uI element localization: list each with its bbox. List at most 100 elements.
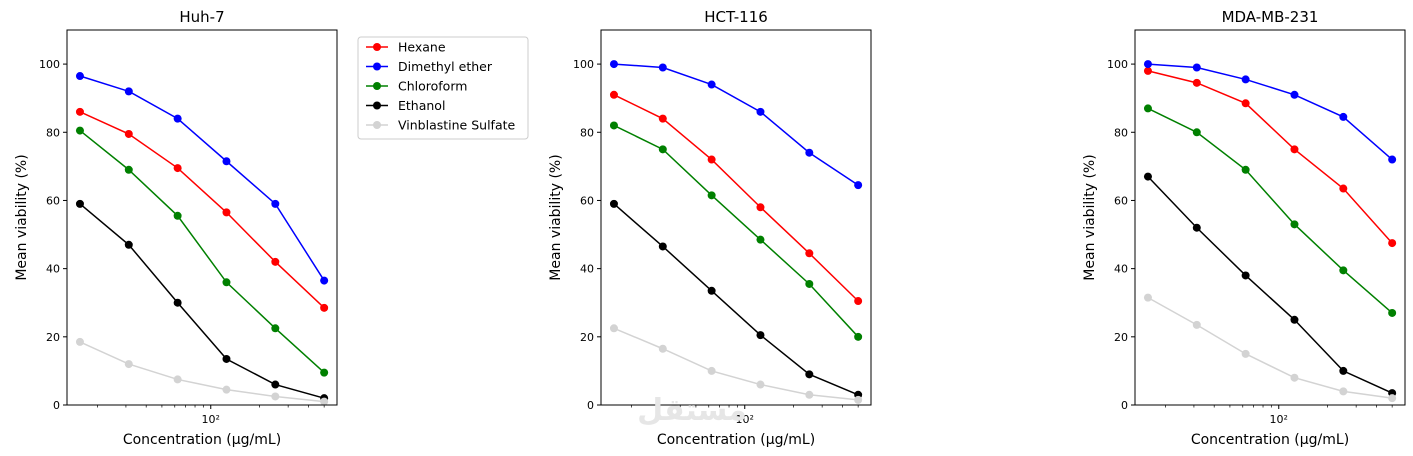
data-point (1290, 220, 1299, 229)
data-point (854, 332, 863, 341)
data-point (1388, 239, 1397, 248)
legend-entry: Dimethyl ether (366, 59, 493, 74)
panel-title: MDA-MB-231 (1222, 8, 1319, 26)
series-line (1147, 176, 1393, 394)
series-ethanol (75, 199, 329, 403)
panel-1: 0 20 40 60 80 100 10² HCT-116 Concentration (µg/… (548, 8, 872, 448)
data-point (124, 240, 133, 249)
data-point (609, 199, 618, 208)
legend-swatch-marker (373, 62, 381, 71)
data-point (1388, 394, 1397, 403)
data-point (805, 148, 814, 157)
data-point (707, 155, 716, 164)
y-tick-label: 60 (46, 194, 60, 207)
data-point (1143, 172, 1152, 181)
data-point (1241, 271, 1250, 280)
watermark-text: مستقل (637, 393, 747, 428)
data-point (1339, 184, 1348, 193)
x-tick-label: 10² (736, 413, 754, 426)
y-tick-label: 0 (587, 399, 594, 412)
data-point (756, 203, 765, 212)
y-tick-label: 20 (46, 331, 60, 344)
data-point (609, 121, 618, 130)
x-tick-label: 10² (202, 413, 220, 426)
series-chloroform (609, 121, 863, 341)
data-point (1192, 128, 1201, 137)
legend: Hexane Dimethyl ether Chloroform Ethanol Vin… (357, 36, 529, 140)
y-tick-label: 60 (1114, 194, 1128, 207)
data-point (271, 380, 280, 389)
data-point (124, 165, 133, 174)
data-point (1192, 223, 1201, 232)
legend-swatch-marker (373, 101, 381, 110)
y-tick-label: 40 (46, 263, 60, 276)
data-point (271, 257, 280, 266)
data-point (1192, 320, 1201, 329)
data-point (271, 199, 280, 208)
series-hexane (1143, 66, 1397, 248)
data-point (320, 397, 329, 406)
data-point (75, 107, 84, 116)
series-line (613, 63, 859, 186)
panel-0: 0 20 40 60 80 100 10² Huh-7 Concentration (µg/mL… (14, 8, 338, 448)
series-line (613, 203, 859, 396)
series-dimethyl-ether (609, 60, 863, 190)
data-point (658, 344, 667, 353)
data-point (222, 354, 231, 363)
y-axis-label: Mean viability (%) (1082, 154, 1098, 280)
series-vinblastine-sulfate (1143, 293, 1397, 403)
data-point (173, 298, 182, 307)
data-point (222, 208, 231, 217)
series-line (79, 111, 325, 309)
x-axis-label: Concentration (µg/mL) (1191, 432, 1349, 448)
legend-entry: Chloroform (366, 79, 467, 94)
y-tick-label: 80 (580, 126, 594, 139)
data-point (173, 375, 182, 384)
data-point (124, 87, 133, 96)
data-point (1192, 78, 1201, 87)
data-point (805, 249, 814, 258)
data-point (75, 72, 84, 81)
axes-frame (600, 29, 872, 406)
legend-entry: Ethanol (366, 98, 445, 113)
data-point (854, 395, 863, 404)
x-axis-label: Concentration (µg/mL) (657, 432, 815, 448)
data-point (1241, 99, 1250, 108)
data-point (1290, 90, 1299, 99)
y-tick-label: 0 (53, 399, 60, 412)
data-point (1241, 349, 1250, 358)
data-point (75, 199, 84, 208)
data-point (1241, 165, 1250, 174)
data-point (1339, 266, 1348, 275)
data-point (756, 107, 765, 116)
series-line (1147, 296, 1393, 399)
series-line (613, 327, 859, 401)
data-point (658, 242, 667, 251)
data-point (658, 145, 667, 154)
legend-swatch-marker (373, 43, 381, 51)
data-point (805, 390, 814, 399)
data-point (1339, 366, 1348, 375)
series-hexane (609, 90, 863, 306)
data-point (320, 276, 329, 285)
series-line (613, 124, 859, 338)
data-point (1339, 387, 1348, 396)
data-point (124, 129, 133, 138)
y-tick-label: 80 (46, 126, 60, 139)
y-axis-label: Mean viability (%) (14, 154, 30, 280)
series-line (613, 94, 859, 302)
data-point (707, 191, 716, 200)
data-point (271, 392, 280, 401)
series-line (79, 341, 325, 403)
data-point (222, 157, 231, 166)
data-point (1339, 112, 1348, 121)
legend-swatch-marker (373, 121, 381, 129)
series-hexane (75, 107, 329, 312)
data-point (1143, 104, 1152, 113)
y-tick-label: 20 (580, 331, 594, 344)
y-tick-label: 80 (1114, 126, 1128, 139)
data-point (756, 331, 765, 340)
y-tick-label: 40 (1114, 263, 1128, 276)
axes-frame (66, 29, 338, 406)
data-point (1388, 308, 1397, 317)
